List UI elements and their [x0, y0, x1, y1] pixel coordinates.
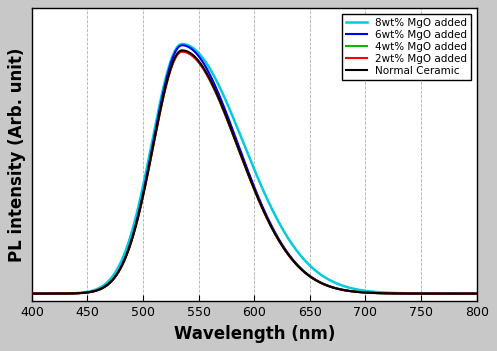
8wt% MgO added: [106, 278, 112, 283]
4wt% MgO added: [179, 49, 185, 54]
8wt% MgO added: [474, 291, 480, 296]
Line: 6wt% MgO added: 6wt% MgO added: [32, 45, 477, 293]
2wt% MgO added: [465, 291, 471, 296]
2wt% MgO added: [474, 291, 480, 296]
Legend: 8wt% MgO added, 6wt% MgO added, 4wt% MgO added, 2wt% MgO added, Normal Ceramic: 8wt% MgO added, 6wt% MgO added, 4wt% MgO…: [342, 14, 472, 80]
Normal Ceramic: [29, 291, 35, 296]
2wt% MgO added: [200, 66, 206, 70]
4wt% MgO added: [465, 291, 471, 296]
8wt% MgO added: [179, 42, 185, 46]
Y-axis label: PL intensity (Arb. unit): PL intensity (Arb. unit): [8, 48, 26, 262]
Normal Ceramic: [474, 291, 480, 296]
2wt% MgO added: [179, 49, 185, 54]
4wt% MgO added: [106, 282, 112, 286]
6wt% MgO added: [200, 60, 206, 64]
6wt% MgO added: [474, 291, 480, 296]
Normal Ceramic: [80, 291, 85, 295]
8wt% MgO added: [200, 56, 206, 60]
6wt% MgO added: [219, 99, 225, 104]
Line: 8wt% MgO added: 8wt% MgO added: [32, 44, 477, 293]
8wt% MgO added: [465, 291, 471, 296]
Line: Normal Ceramic: Normal Ceramic: [32, 50, 477, 293]
X-axis label: Wavelength (nm): Wavelength (nm): [173, 325, 335, 343]
Normal Ceramic: [106, 282, 112, 286]
4wt% MgO added: [29, 291, 35, 296]
6wt% MgO added: [29, 291, 35, 296]
2wt% MgO added: [417, 291, 423, 296]
Line: 2wt% MgO added: 2wt% MgO added: [32, 52, 477, 293]
Normal Ceramic: [465, 291, 471, 296]
8wt% MgO added: [80, 291, 85, 295]
Line: 4wt% MgO added: 4wt% MgO added: [32, 52, 477, 293]
2wt% MgO added: [80, 291, 85, 295]
8wt% MgO added: [417, 291, 423, 296]
2wt% MgO added: [106, 282, 112, 286]
6wt% MgO added: [417, 291, 423, 296]
4wt% MgO added: [80, 291, 85, 295]
Normal Ceramic: [417, 291, 423, 296]
6wt% MgO added: [80, 291, 85, 295]
6wt% MgO added: [465, 291, 471, 296]
8wt% MgO added: [29, 291, 35, 296]
Normal Ceramic: [200, 64, 206, 68]
4wt% MgO added: [219, 104, 225, 108]
2wt% MgO added: [219, 104, 225, 108]
4wt% MgO added: [417, 291, 423, 296]
Normal Ceramic: [219, 104, 225, 108]
4wt% MgO added: [474, 291, 480, 296]
Normal Ceramic: [179, 48, 185, 52]
4wt% MgO added: [200, 66, 206, 70]
6wt% MgO added: [106, 281, 112, 285]
6wt% MgO added: [179, 43, 185, 47]
2wt% MgO added: [29, 291, 35, 296]
8wt% MgO added: [219, 90, 225, 94]
